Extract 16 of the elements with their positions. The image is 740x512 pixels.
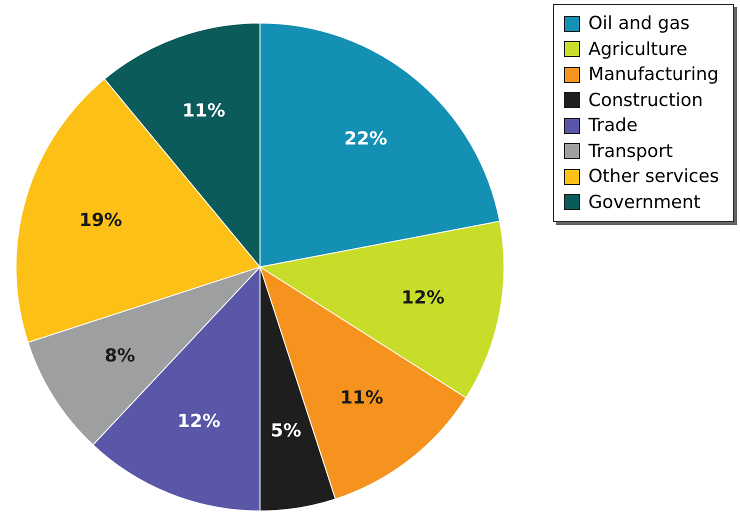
data-label: 12% (401, 288, 445, 309)
legend-label: Trade (588, 115, 638, 136)
legend-label: Government (588, 192, 701, 213)
data-label: 12% (177, 410, 220, 432)
legend-label: Construction (588, 90, 703, 111)
legend-label: Transport (588, 140, 673, 162)
data-label: 11% (340, 388, 384, 409)
data-label: 5% (270, 420, 302, 442)
legend-label: Agriculture (588, 38, 688, 60)
data-label: 11% (182, 100, 226, 122)
legend-label: Manufacturing (588, 64, 719, 86)
data-label: 22% (344, 128, 388, 150)
data-label: 8% (104, 345, 136, 366)
legend-label: Other services (588, 166, 719, 188)
legend-label: Oil and gas (588, 13, 690, 34)
data-label: 19% (79, 210, 122, 232)
